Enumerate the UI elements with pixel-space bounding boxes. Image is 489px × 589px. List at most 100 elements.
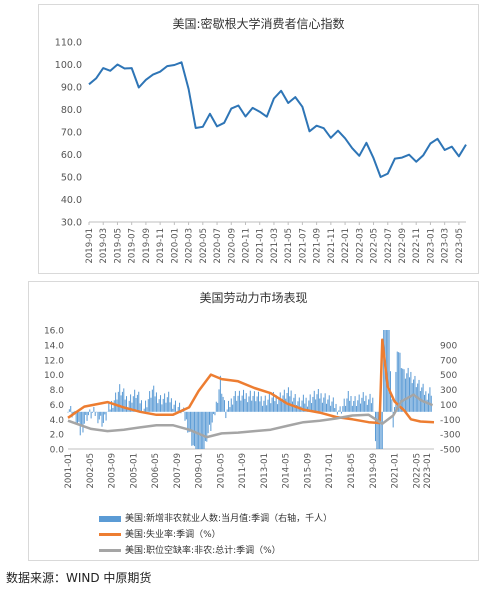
- x-tick-label: 2019-01: [85, 228, 95, 264]
- legend-swatch: [99, 515, 121, 522]
- payroll-bar: [204, 411, 206, 442]
- payroll-bar: [349, 400, 351, 412]
- payroll-bar: [188, 411, 190, 433]
- payroll-bar: [238, 390, 240, 412]
- payroll-bar: [398, 352, 400, 412]
- payroll-bar: [117, 391, 119, 412]
- x-tick-label: 2006-05: [151, 453, 161, 489]
- payroll-bar: [68, 409, 70, 412]
- chart-title: 美国劳动力市场表现: [199, 291, 308, 305]
- x-tick-label: 2017-01: [325, 453, 335, 489]
- payroll-bar: [121, 391, 123, 412]
- payroll-bar: [298, 397, 300, 412]
- x-tick-label: 2014-05: [282, 453, 292, 489]
- payroll-bar: [221, 393, 223, 412]
- payroll-bar: [217, 402, 219, 412]
- payroll-bar: [70, 406, 72, 412]
- payroll-bar: [155, 392, 157, 412]
- payroll-bar: [312, 396, 314, 412]
- y-tick-label: 80.0: [61, 105, 82, 116]
- payroll-bar: [361, 397, 363, 412]
- payroll-bar: [93, 406, 95, 412]
- payroll-bar: [302, 394, 304, 412]
- payroll-bar: [123, 388, 125, 412]
- payroll-bar: [136, 394, 138, 412]
- payroll-bar: [402, 368, 404, 412]
- x-tick-label: 2015-09: [303, 453, 313, 489]
- x-tick-label: 2021-01: [256, 228, 266, 264]
- payroll-bar: [222, 396, 224, 412]
- payroll-bar: [305, 397, 307, 412]
- x-tick-label: 2020-01: [170, 228, 180, 264]
- right-y-tick-label: 500: [440, 371, 457, 381]
- x-tick-label: 2019-05: [113, 228, 123, 264]
- payroll-bar: [294, 394, 296, 412]
- payroll-bar: [368, 399, 370, 412]
- left-y-tick-label: 2.0: [50, 431, 65, 441]
- payroll-bar: [278, 398, 280, 412]
- payroll-bar: [316, 394, 318, 412]
- x-tick-label: 2021-09: [313, 228, 323, 264]
- payroll-bar: [399, 352, 401, 412]
- payroll-bar: [90, 411, 92, 419]
- payroll-bar: [415, 387, 417, 412]
- payroll-bar: [86, 411, 88, 421]
- job-openings-line: [67, 393, 434, 439]
- y-tick-label: 70.0: [61, 128, 82, 139]
- payroll-bar: [372, 397, 374, 412]
- legend-label: 美国:新增非农就业人数:当月值:季调（右轴，千人）: [125, 514, 333, 524]
- payroll-bar: [364, 401, 366, 412]
- payroll-bar: [198, 411, 200, 449]
- payroll-bar: [304, 403, 306, 412]
- payroll-bar: [169, 402, 171, 412]
- payroll-bar: [85, 411, 87, 415]
- payroll-bar: [109, 409, 111, 412]
- payroll-bar: [236, 400, 238, 412]
- payroll-bar: [335, 403, 337, 412]
- payroll-bar: [340, 411, 342, 414]
- y-tick-label: 100.0: [55, 60, 82, 71]
- payroll-bar: [404, 378, 406, 412]
- payroll-bar: [97, 411, 99, 424]
- payroll-bar: [327, 399, 329, 412]
- payroll-bar: [105, 411, 107, 421]
- payroll-bar: [166, 397, 168, 412]
- payroll-bar: [422, 383, 424, 412]
- payroll-bar: [241, 395, 243, 412]
- payroll-bar: [83, 411, 85, 424]
- payroll-bar: [237, 395, 239, 412]
- payroll-bar: [324, 393, 326, 412]
- payroll-bar: [184, 411, 186, 421]
- payroll-bar: [170, 398, 172, 412]
- payroll-bar: [271, 397, 273, 412]
- payroll-bar: [67, 411, 69, 413]
- payroll-bar: [257, 391, 259, 412]
- y-tick-label: 50.0: [61, 173, 82, 184]
- x-tick-label: 2009-01: [195, 453, 205, 489]
- consumer-sentiment-chart-panel: 美国:密歇根大学消费者信心指数: [38, 4, 479, 274]
- payroll-bar: [165, 402, 167, 412]
- payroll-bar: [249, 390, 251, 412]
- payroll-bar: [313, 390, 315, 412]
- x-tick-label: 2022-11: [412, 228, 422, 264]
- left-y-tick-label: 0.0: [50, 446, 65, 456]
- payroll-bar: [173, 404, 175, 412]
- payroll-bar: [162, 398, 164, 412]
- x-tick-label: 2007-09: [173, 453, 183, 489]
- payroll-bar: [232, 404, 234, 412]
- unemployment-line: [67, 338, 435, 425]
- chart-title: 美国:密歇根大学消费者信心指数: [172, 17, 345, 31]
- payroll-bar: [253, 391, 255, 412]
- x-tick-label: 2013-01: [260, 453, 270, 489]
- left-y-tick-label: 4.0: [50, 416, 65, 426]
- payroll-bar: [111, 400, 113, 412]
- payroll-bar: [338, 410, 340, 412]
- payroll-bar: [339, 406, 341, 412]
- payroll-bar: [207, 411, 209, 434]
- payroll-bar: [225, 411, 227, 419]
- payroll-bar: [263, 400, 265, 412]
- payroll-bar: [354, 396, 356, 412]
- payroll-bar: [194, 411, 196, 447]
- payroll-bar: [336, 411, 338, 415]
